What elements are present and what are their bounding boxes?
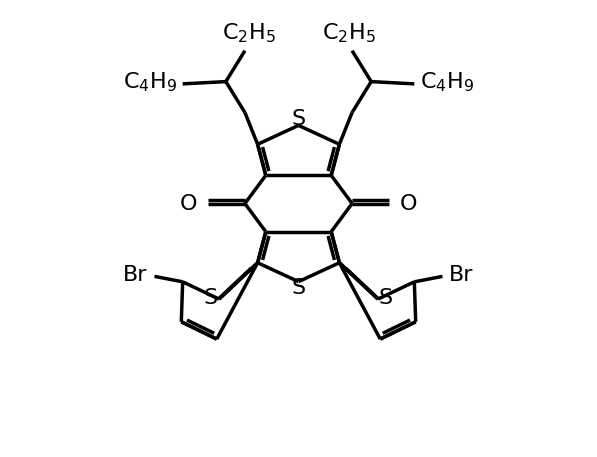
Text: S: S — [204, 288, 218, 308]
Text: O: O — [180, 193, 198, 213]
Text: S: S — [291, 278, 306, 298]
Text: O: O — [399, 193, 417, 213]
Text: C$_2$H$_5$: C$_2$H$_5$ — [322, 21, 376, 45]
Text: C$_2$H$_5$: C$_2$H$_5$ — [221, 21, 275, 45]
Text: Br: Br — [123, 266, 147, 286]
Text: S: S — [379, 288, 393, 308]
Text: C$_4$H$_9$: C$_4$H$_9$ — [420, 70, 474, 94]
Text: Br: Br — [450, 266, 474, 286]
Text: S: S — [291, 109, 306, 129]
Text: C$_4$H$_9$: C$_4$H$_9$ — [123, 70, 177, 94]
